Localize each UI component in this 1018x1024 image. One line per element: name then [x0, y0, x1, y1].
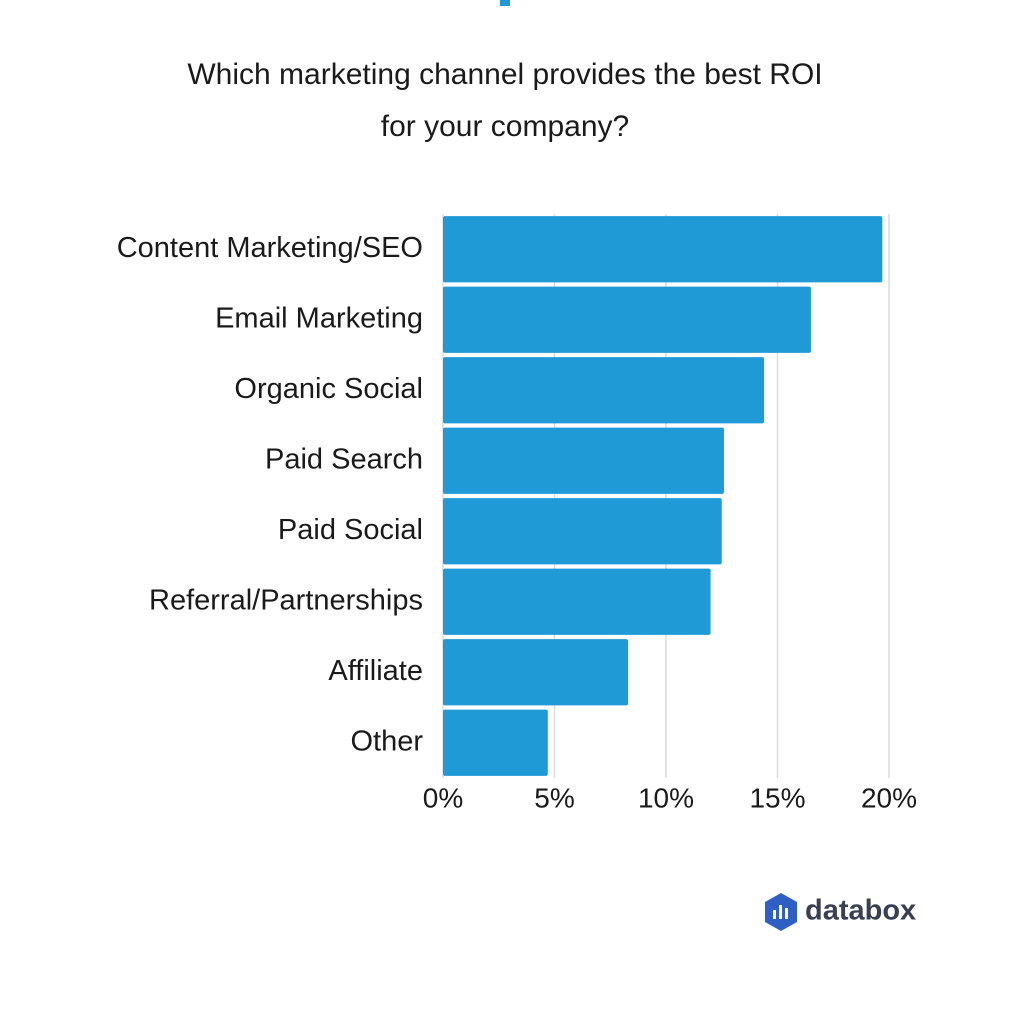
y-tick-label: Referral/Partnerships [149, 584, 423, 616]
x-tick-label: 20% [861, 782, 917, 813]
y-tick-label: Other [350, 725, 423, 757]
logo: databox [765, 893, 916, 931]
bar [443, 357, 765, 424]
chart-title: for your company? [381, 110, 629, 143]
logo-icon [785, 908, 788, 919]
bar [443, 498, 722, 565]
bar [443, 427, 724, 494]
logo-icon [773, 910, 776, 919]
x-tick-label: 0% [423, 782, 463, 813]
y-tick-label: Organic Social [234, 373, 423, 405]
y-tick-label: Paid Search [265, 443, 423, 475]
x-tick-label: 10% [638, 782, 694, 813]
x-tick-label: 5% [534, 782, 574, 813]
logo-icon [779, 905, 782, 919]
bar [443, 286, 811, 353]
bar [443, 568, 711, 635]
y-tick-label: Paid Social [278, 514, 423, 546]
logo-text: databox [805, 895, 916, 927]
bar [443, 216, 883, 283]
y-tick-label: Content Marketing/SEO [117, 232, 423, 264]
bar [443, 639, 629, 706]
chart-title: Which marketing channel provides the bes… [187, 58, 822, 91]
y-tick-label: Email Marketing [215, 302, 423, 334]
x-tick-label: 15% [749, 782, 805, 813]
y-tick-label: Affiliate [328, 655, 423, 687]
top-accent [500, 0, 510, 6]
bar [443, 709, 548, 776]
